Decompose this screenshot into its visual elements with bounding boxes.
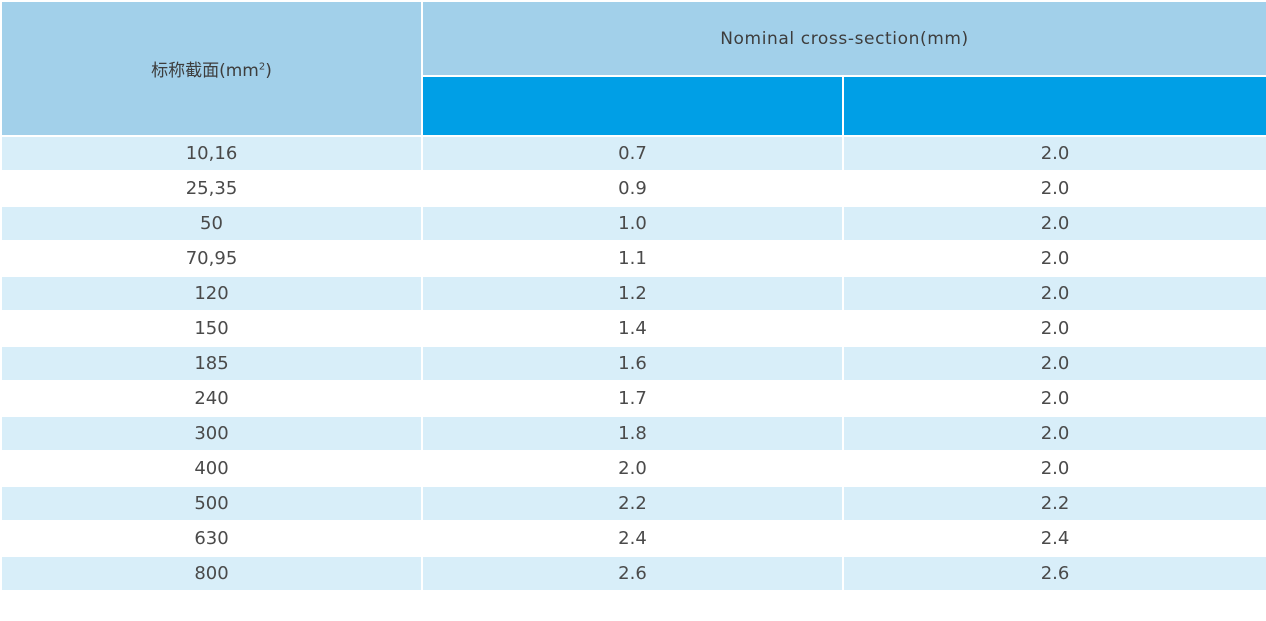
table-row: 500 2.2 2.2 bbox=[0, 485, 1266, 522]
cell-value-2: 2.0 bbox=[841, 170, 1266, 207]
cell-value-1: 2.0 bbox=[421, 450, 844, 487]
cell-value-1: 1.8 bbox=[421, 415, 844, 452]
cell-value-2: 2.2 bbox=[841, 485, 1266, 522]
cell-value-2: 2.0 bbox=[841, 135, 1266, 172]
cell-value-1: 0.7 bbox=[421, 135, 844, 172]
cell-section: 800 bbox=[0, 555, 423, 592]
cell-section: 500 bbox=[0, 485, 423, 522]
cell-section: 70,95 bbox=[0, 240, 423, 277]
header-group-cross-section: Nominal cross-section(mm) bbox=[420, 0, 1266, 77]
cell-value-1: 1.2 bbox=[421, 275, 844, 312]
cell-value-2: 2.0 bbox=[841, 310, 1266, 347]
cell-section: 150 bbox=[0, 310, 423, 347]
header-row-top: 标称截面(mm2) Nominal cross-section(mm) bbox=[0, 0, 1266, 137]
table-row: 150 1.4 2.0 bbox=[0, 310, 1266, 347]
cell-value-2: 2.0 bbox=[841, 415, 1266, 452]
cell-section: 10,16 bbox=[0, 135, 423, 172]
table-body: 10,16 0.7 2.0 25,35 0.9 2.0 50 1.0 2.0 70,95 1.1 2.… bbox=[0, 135, 1266, 592]
cell-value-2: 2.0 bbox=[841, 380, 1266, 417]
table-row: 25,35 0.9 2.0 bbox=[0, 170, 1266, 207]
cell-section: 300 bbox=[0, 415, 423, 452]
cell-section: 120 bbox=[0, 275, 423, 312]
cell-value-1: 2.2 bbox=[421, 485, 844, 522]
cell-value-2: 2.6 bbox=[841, 555, 1266, 592]
table-row: 240 1.7 2.0 bbox=[0, 380, 1266, 417]
cell-value-1: 1.6 bbox=[421, 345, 844, 382]
table-row: 185 1.6 2.0 bbox=[0, 345, 1266, 382]
table-row: 400 2.0 2.0 bbox=[0, 450, 1266, 487]
cell-section: 630 bbox=[0, 520, 423, 557]
cell-value-1: 1.4 bbox=[421, 310, 844, 347]
superscript-2: 2 bbox=[258, 61, 266, 73]
cell-value-2: 2.0 bbox=[841, 345, 1266, 382]
cell-value-1: 1.0 bbox=[421, 205, 844, 242]
cell-value-2: 2.0 bbox=[841, 450, 1266, 487]
header-nominal-section-label: 标称截面(mm bbox=[151, 61, 259, 81]
cell-section: 400 bbox=[0, 450, 423, 487]
cell-section: 240 bbox=[0, 380, 423, 417]
cell-section: 50 bbox=[0, 205, 423, 242]
header-nominal-section: 标称截面(mm2) bbox=[0, 0, 423, 137]
cell-value-1: 2.4 bbox=[421, 520, 844, 557]
table-header: 标称截面(mm2) Nominal cross-section(mm) bbox=[0, 0, 1266, 137]
table-row: 70,95 1.1 2.0 bbox=[0, 240, 1266, 277]
header-close-paren: ) bbox=[265, 61, 272, 81]
cell-value-1: 1.1 bbox=[421, 240, 844, 277]
table-row: 10,16 0.7 2.0 bbox=[0, 135, 1266, 172]
cell-value-1: 1.7 bbox=[421, 380, 844, 417]
cell-value-2: 2.0 bbox=[841, 275, 1266, 312]
header-sub-col3 bbox=[841, 75, 1266, 137]
table-row: 800 2.6 2.6 bbox=[0, 555, 1266, 592]
table-row: 630 2.4 2.4 bbox=[0, 520, 1266, 557]
cell-section: 25,35 bbox=[0, 170, 423, 207]
cell-section: 185 bbox=[0, 345, 423, 382]
cell-value-1: 0.9 bbox=[421, 170, 844, 207]
cell-value-2: 2.0 bbox=[841, 240, 1266, 277]
cell-value-2: 2.4 bbox=[841, 520, 1266, 557]
table-row: 120 1.2 2.0 bbox=[0, 275, 1266, 312]
table-row: 50 1.0 2.0 bbox=[0, 205, 1266, 242]
table-row: 300 1.8 2.0 bbox=[0, 415, 1266, 452]
cell-value-1: 2.6 bbox=[421, 555, 844, 592]
header-row-sub bbox=[1, 75, 1266, 137]
header-sub-col2 bbox=[421, 75, 844, 137]
cross-section-table: 标称截面(mm2) Nominal cross-section(mm) 10,1… bbox=[0, 0, 1266, 592]
cell-value-2: 2.0 bbox=[841, 205, 1266, 242]
